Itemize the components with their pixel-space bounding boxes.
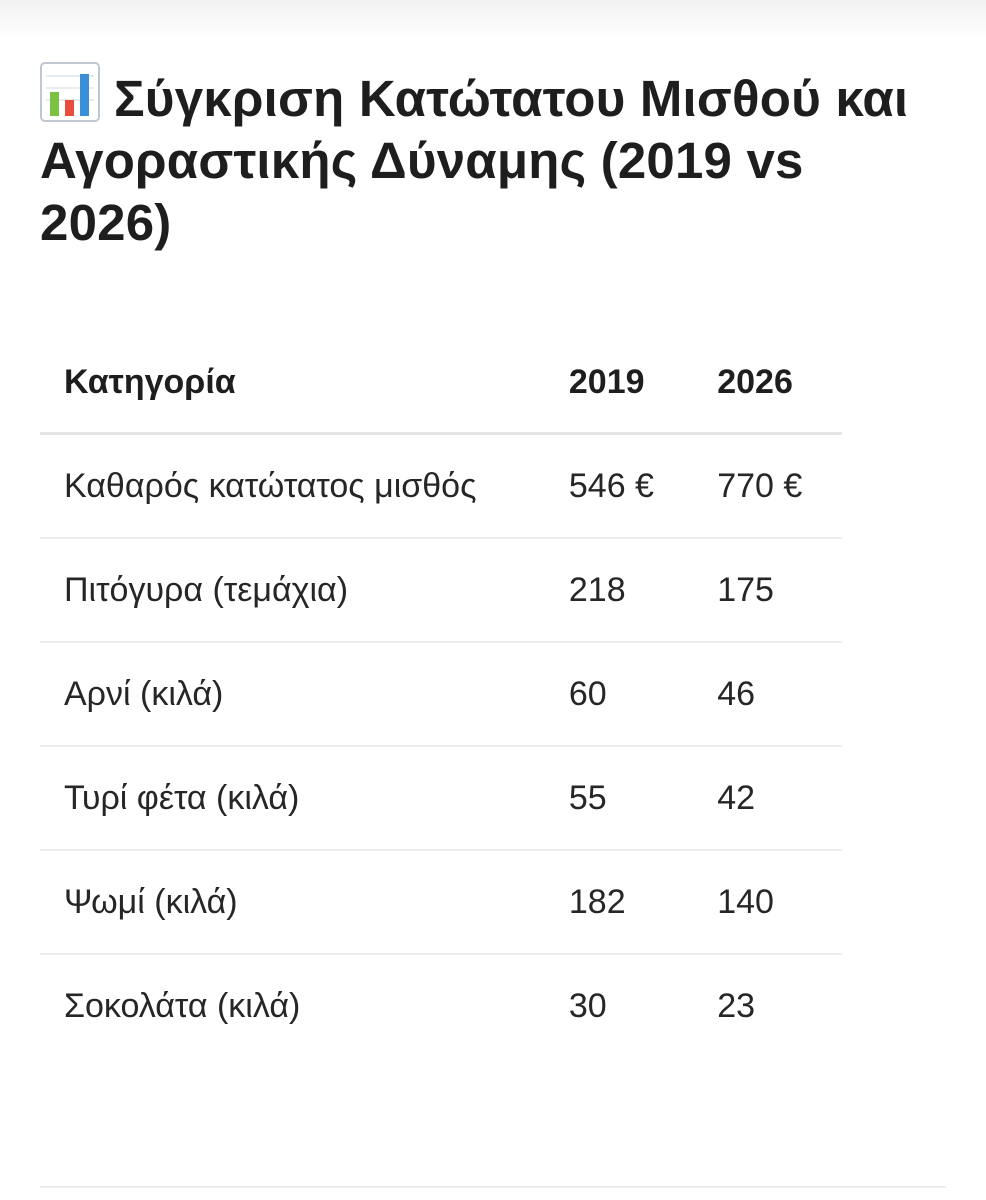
- table-row: Ψωμί (κιλά) 182 140: [40, 850, 842, 955]
- table-row: Σοκολάτα (κιλά) 30 23: [40, 954, 842, 1057]
- row-value-2019: 182: [560, 850, 696, 955]
- row-value-2019: 218: [560, 538, 696, 643]
- header-2019: 2019: [560, 332, 696, 435]
- comparison-table: Κατηγορία 2019 2026 Καθαρός κατώτατος μι…: [40, 332, 842, 1057]
- row-value-2026: 23: [717, 987, 756, 1025]
- row-category: Ψωμί (κιλά): [40, 850, 561, 955]
- article-content: Σύγκριση Κατώτατου Μισθού και Αγοραστική…: [40, 62, 946, 1025]
- row-value-2019: 546 €: [560, 433, 696, 539]
- row-category: Τυρί φέτα (κιλά): [40, 746, 561, 851]
- row-value-2026: 42: [695, 746, 842, 851]
- row-value-2019: 60: [560, 642, 696, 747]
- top-shade: [0, 0, 986, 40]
- table-row: Αρνί (κιλά) 60 46: [40, 642, 842, 747]
- row-category: Καθαρός κατώτατος μισθός: [40, 433, 561, 539]
- row-value-2026: 140: [695, 850, 842, 955]
- title-text: Σύγκριση Κατώτατου Μισθού και Αγοραστική…: [40, 70, 909, 251]
- row-value-2026: 46: [695, 642, 842, 747]
- page-title: Σύγκριση Κατώτατου Μισθού και Αγοραστική…: [40, 62, 946, 254]
- row-value-2026: 770 €: [695, 433, 842, 539]
- row-category: Σοκολάτα (κιλά): [64, 987, 301, 1025]
- row-value-2019: 55: [560, 746, 696, 851]
- row-value-2026: 175: [695, 538, 842, 643]
- row-category: Αρνί (κιλά): [40, 642, 561, 747]
- row-category: Πιτόγυρα (τεμάχια): [40, 538, 561, 643]
- table-row: Πιτόγυρα (τεμάχια) 218 175: [40, 538, 842, 643]
- header-2026: 2026: [695, 332, 842, 435]
- row-value-2019: 30: [568, 987, 607, 1025]
- section-divider: [40, 1186, 946, 1188]
- table-row: Καθαρός κατώτατος μισθός 546 € 770 €: [40, 433, 842, 539]
- table-row: Τυρί φέτα (κιλά) 55 42: [40, 746, 842, 851]
- header-category: Κατηγορία: [40, 332, 561, 435]
- bar-chart-icon: [40, 62, 100, 122]
- table-header-row: Κατηγορία 2019 2026: [40, 332, 842, 435]
